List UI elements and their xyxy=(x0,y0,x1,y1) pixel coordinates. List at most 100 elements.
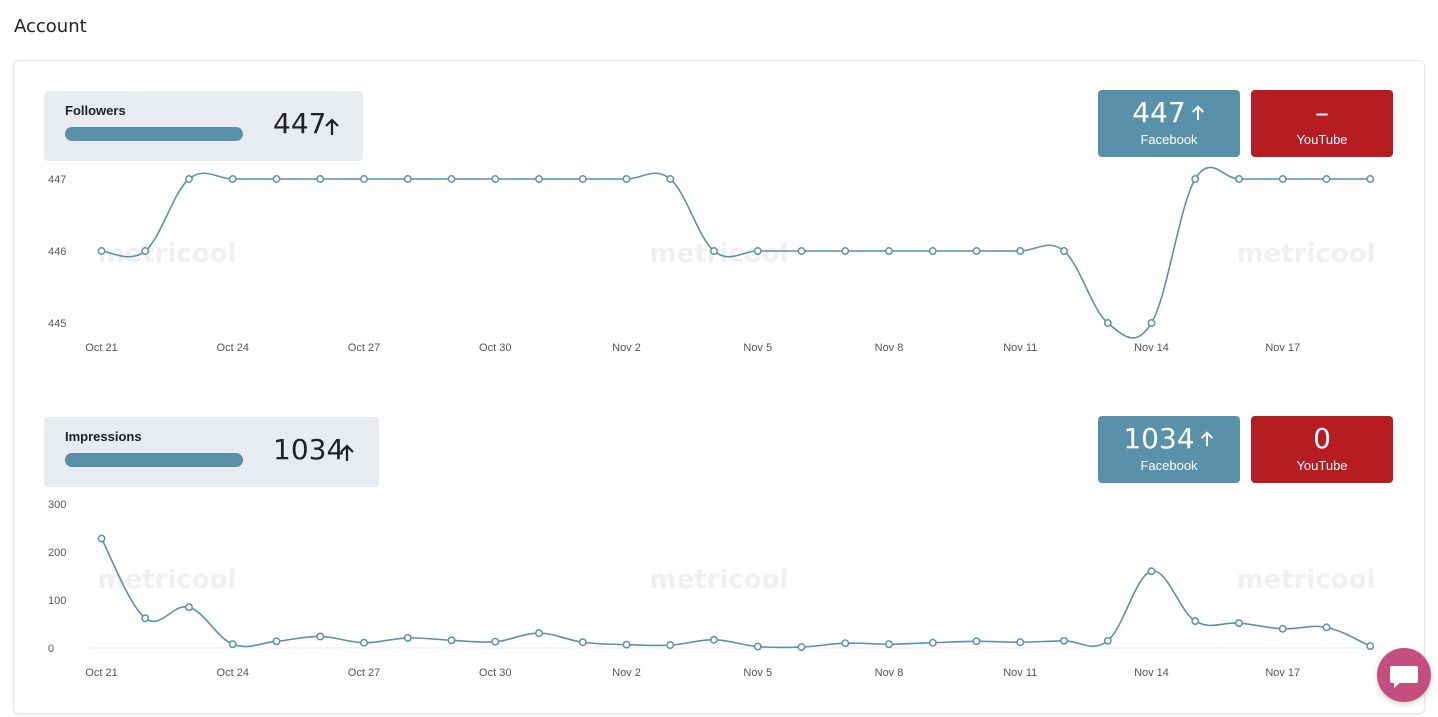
data-point xyxy=(141,614,150,623)
data-point xyxy=(1060,247,1068,255)
data-point xyxy=(272,175,281,183)
data-point xyxy=(1147,567,1156,576)
x-tick-label: Nov 2 xyxy=(612,667,641,679)
impressions-facebook-value: 1034 xyxy=(1123,422,1195,455)
chat-button[interactable] xyxy=(1377,648,1431,702)
data-point xyxy=(797,643,806,651)
data-point xyxy=(885,247,893,255)
trend-up-icon xyxy=(340,444,354,461)
data-point xyxy=(491,175,500,183)
x-tick-label: Oct 21 xyxy=(85,342,117,354)
data-point xyxy=(753,642,762,651)
impressions-youtube-tile[interactable]: 0 YouTube xyxy=(1251,416,1393,483)
data-point xyxy=(1278,624,1287,633)
x-tick-label: Oct 27 xyxy=(348,342,380,354)
followers-facebook-value: 447 xyxy=(1132,96,1186,129)
watermark-text: metricool xyxy=(1237,565,1376,595)
impressions-youtube-label: YouTube xyxy=(1296,458,1348,473)
data-point xyxy=(1235,175,1243,183)
data-point xyxy=(360,638,368,647)
data-point xyxy=(185,603,193,612)
data-point xyxy=(228,640,237,649)
data-point xyxy=(141,247,150,255)
data-point xyxy=(972,637,981,646)
data-point xyxy=(403,633,412,642)
data-point xyxy=(228,175,237,183)
data-point xyxy=(666,175,675,183)
x-tick-label: Oct 21 xyxy=(85,667,117,679)
watermark-text: metricool xyxy=(1237,239,1376,269)
x-tick-label: Nov 8 xyxy=(875,342,904,354)
data-point xyxy=(841,639,850,648)
data-point xyxy=(447,175,456,183)
data-point xyxy=(1191,617,1200,626)
y-tick-label: 446 xyxy=(48,246,66,258)
data-point xyxy=(928,247,937,255)
x-tick-label: Nov 17 xyxy=(1265,667,1300,679)
data-point xyxy=(1322,175,1331,183)
data-point xyxy=(797,247,806,255)
data-point xyxy=(622,640,631,649)
followers-label: Followers xyxy=(65,103,126,118)
data-point xyxy=(535,175,543,183)
data-point xyxy=(1322,623,1331,632)
impressions-facebook-tile[interactable]: 1034 Facebook xyxy=(1098,416,1240,483)
x-tick-label: Oct 30 xyxy=(479,667,511,679)
data-point xyxy=(1103,636,1112,645)
data-point xyxy=(753,247,762,255)
data-point xyxy=(1060,636,1068,645)
x-tick-label: Nov 17 xyxy=(1265,342,1300,354)
data-point xyxy=(1147,319,1156,327)
data-point xyxy=(491,637,500,646)
data-point xyxy=(535,629,543,638)
watermark-text: metricool xyxy=(650,565,789,595)
x-tick-label: Nov 8 xyxy=(875,667,904,679)
data-point xyxy=(316,175,325,183)
data-point xyxy=(1278,175,1287,183)
impressions-progress-bar xyxy=(65,453,243,467)
data-point xyxy=(447,636,456,645)
data-point xyxy=(1366,642,1375,651)
x-tick-label: Nov 11 xyxy=(1003,342,1037,354)
chat-icon xyxy=(1390,666,1418,688)
impressions-facebook-label: Facebook xyxy=(1140,458,1198,473)
watermark-text: metricool xyxy=(98,565,237,595)
data-point xyxy=(97,534,106,543)
x-tick-label: Oct 24 xyxy=(217,667,249,679)
y-tick-label: 0 xyxy=(48,643,54,655)
followers-progress-bar xyxy=(65,127,243,141)
data-point xyxy=(316,632,325,641)
x-tick-label: Nov 5 xyxy=(743,667,772,679)
data-point xyxy=(360,175,368,183)
impressions-value: 1034 xyxy=(273,433,345,466)
impressions-summary: Impressions 1034 xyxy=(44,417,379,487)
x-tick-label: Nov 5 xyxy=(743,342,772,354)
trend-up-icon xyxy=(1191,104,1204,120)
impressions-youtube-value: 0 xyxy=(1313,422,1331,455)
followers-value: 447 xyxy=(273,107,327,140)
trend-up-icon xyxy=(325,118,339,135)
x-tick-label: Nov 14 xyxy=(1134,342,1169,354)
page-title: Account xyxy=(14,16,87,37)
data-point xyxy=(710,635,718,644)
impressions-label: Impressions xyxy=(65,429,142,444)
followers-summary: Followers 447 xyxy=(44,91,363,161)
data-point xyxy=(1016,247,1025,255)
x-tick-label: Oct 30 xyxy=(479,342,511,354)
y-tick-label: 100 xyxy=(48,595,66,607)
data-point xyxy=(272,637,281,646)
x-tick-label: Nov 11 xyxy=(1003,667,1037,679)
data-point xyxy=(1191,175,1200,183)
followers-facebook-tile[interactable]: 447 Facebook xyxy=(1098,90,1240,157)
data-point xyxy=(622,175,631,183)
x-tick-label: Oct 24 xyxy=(217,342,249,354)
watermark-text: metricool xyxy=(98,239,237,269)
data-point xyxy=(1016,638,1025,647)
followers-youtube-tile[interactable]: – YouTube xyxy=(1251,90,1393,157)
y-tick-label: 300 xyxy=(48,499,66,511)
data-point xyxy=(928,638,937,647)
data-point xyxy=(403,175,412,183)
y-tick-label: 445 xyxy=(48,318,66,330)
data-point xyxy=(1366,175,1375,183)
